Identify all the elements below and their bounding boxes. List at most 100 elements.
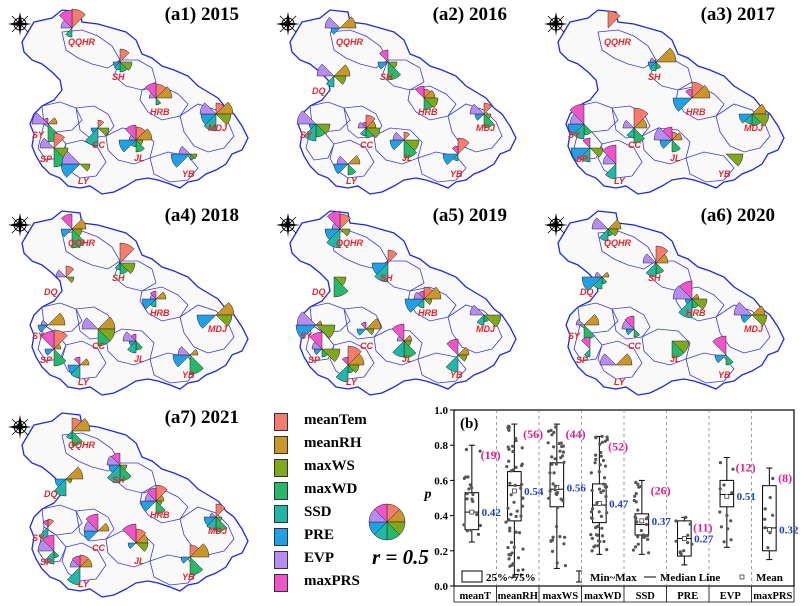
rose-petal	[403, 334, 413, 342]
data-point	[763, 507, 767, 511]
data-point	[471, 492, 475, 497]
city-label: SY	[300, 130, 313, 140]
rose-petal	[423, 97, 433, 111]
rose-petal	[119, 61, 128, 73]
legend-label: meanRH	[304, 435, 362, 451]
rose-petal	[446, 338, 459, 356]
rose-petal	[457, 137, 470, 155]
city-label: SH	[380, 72, 393, 82]
data-point	[553, 457, 557, 461]
data-point	[553, 488, 557, 492]
data-point	[507, 518, 511, 522]
rose-petal	[114, 262, 121, 271]
rose-petal	[215, 101, 234, 115]
data-point	[633, 494, 637, 498]
rose-petal	[55, 269, 67, 278]
rose-petal	[118, 139, 137, 153]
data-point	[514, 530, 518, 534]
rose-glyph-hrb	[672, 81, 711, 112]
city-label: JL	[134, 354, 145, 364]
rose-petal	[189, 556, 204, 576]
rose-petal	[333, 163, 349, 175]
rose-petal	[379, 49, 389, 63]
rose-petal	[296, 311, 317, 326]
data-point	[722, 483, 726, 487]
map-canvas: QQHR SH DQ HRB MDJ SY CC JL LY YB	[276, 9, 517, 195]
rose-petal	[655, 254, 669, 264]
city-label: HRB	[686, 107, 706, 117]
rose-scale-label: r = 0.5	[372, 545, 429, 569]
rose-petal	[392, 131, 405, 141]
city-label: SY	[300, 331, 313, 341]
legend-swatch	[274, 574, 288, 592]
city-label: YB	[182, 572, 195, 582]
rose-petal	[196, 314, 217, 329]
legend-swatch	[274, 413, 288, 431]
rose-petal	[591, 217, 609, 230]
rose-petal	[725, 153, 744, 167]
data-point	[593, 461, 597, 465]
rose-petal	[714, 354, 727, 364]
legend-label: maxWS	[304, 458, 355, 474]
data-point	[478, 523, 482, 528]
y-tick-label: 0.8	[434, 440, 448, 452]
rose-petal	[189, 348, 199, 356]
rose-petal	[203, 516, 217, 526]
map-canvas: QQHR SH HRB MDJ SY CC JL SP LY YB	[8, 8, 249, 195]
box-maxws: (44) 0.56	[546, 423, 586, 569]
rose-glyph-dq	[333, 276, 349, 298]
rose-petal	[43, 117, 49, 125]
data-point	[550, 462, 554, 466]
city-label: SP	[576, 355, 589, 365]
data-point	[465, 497, 469, 501]
data-point	[558, 449, 562, 453]
rose-glyph-qqhr	[607, 10, 621, 29]
rose-petal	[678, 298, 693, 319]
city-label: YB	[182, 169, 195, 179]
rose-petal	[42, 519, 49, 528]
legend-swatch	[274, 459, 288, 477]
data-point	[599, 514, 603, 518]
rose-glyph-yb	[445, 338, 470, 373]
data-point	[476, 532, 481, 536]
data-point	[552, 445, 556, 449]
rose-petal	[387, 61, 402, 81]
data-point	[507, 447, 511, 451]
mean-marker	[767, 527, 772, 532]
data-point	[470, 486, 474, 490]
rose-petal	[647, 61, 657, 69]
scale-rose-icon	[368, 503, 406, 541]
data-point	[555, 561, 559, 565]
city-label: DQ	[44, 287, 58, 297]
data-point	[507, 424, 511, 428]
city-label: CC	[628, 341, 641, 351]
data-point	[561, 450, 566, 454]
city-boundary	[715, 103, 771, 153]
city-label: LY	[346, 377, 358, 387]
rose-petal	[44, 348, 55, 356]
rose-petal	[599, 228, 609, 242]
rose-glyph-yb	[170, 145, 198, 168]
rose-petal	[365, 127, 374, 139]
city-boundary	[343, 306, 383, 340]
data-point	[550, 549, 555, 553]
panel-title: (a2) 2016	[432, 4, 507, 25]
city-label: QQHR	[604, 37, 632, 47]
rose-petal	[321, 348, 329, 358]
data-point	[547, 496, 551, 500]
rose-petal	[203, 113, 217, 132]
data-point	[684, 515, 688, 519]
data-point	[603, 464, 608, 468]
count-label: (8)	[778, 471, 792, 485]
data-point	[686, 541, 690, 545]
rose-petal	[347, 353, 365, 366]
mean-marker	[512, 488, 517, 494]
data-point	[768, 531, 772, 535]
legend-range-label: Min~Max	[590, 572, 637, 584]
data-point	[644, 522, 648, 527]
rose-petal	[172, 354, 191, 368]
rose-petal	[97, 328, 111, 347]
rose-glyph-mdj	[469, 304, 502, 328]
rose-petal	[119, 262, 129, 275]
rose-petal	[60, 228, 73, 238]
